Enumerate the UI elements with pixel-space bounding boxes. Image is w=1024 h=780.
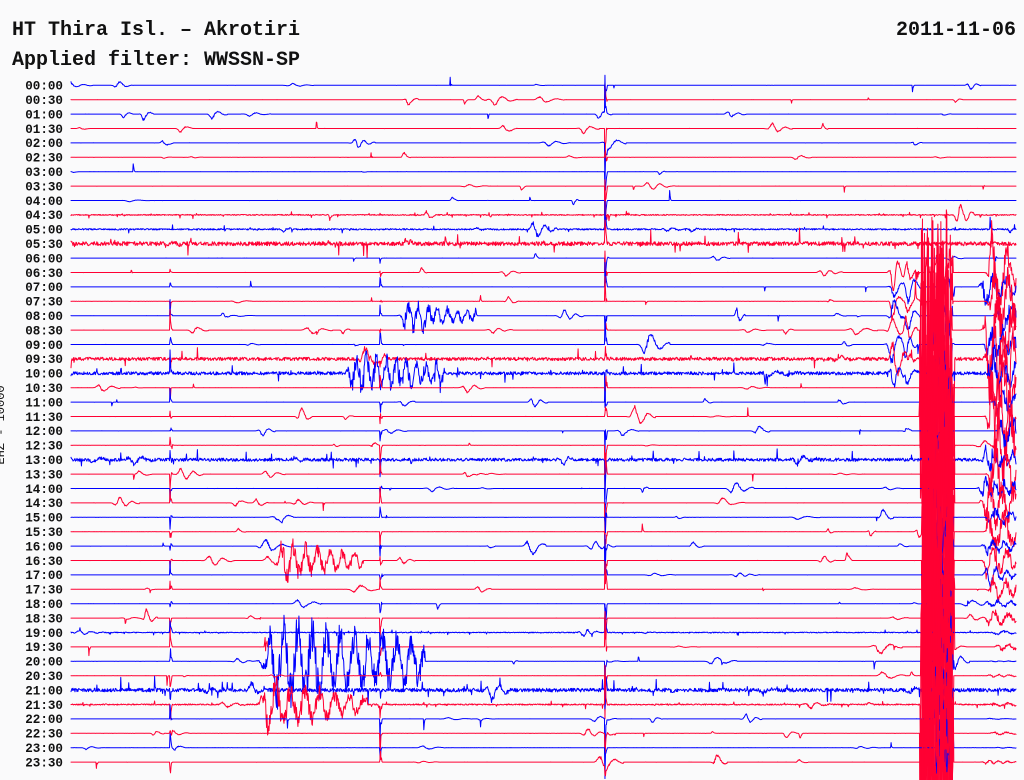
svg-text:23:30: 23:30 <box>25 756 63 770</box>
svg-text:04:30: 04:30 <box>25 209 63 223</box>
svg-text:05:00: 05:00 <box>25 224 63 238</box>
svg-text:19:30: 19:30 <box>25 641 63 655</box>
svg-text:23:00: 23:00 <box>25 742 63 756</box>
svg-text:02:00: 02:00 <box>25 137 63 151</box>
svg-text:06:30: 06:30 <box>25 267 63 281</box>
svg-text:20:30: 20:30 <box>25 670 63 684</box>
svg-text:13:00: 13:00 <box>25 454 63 468</box>
svg-text:22:00: 22:00 <box>25 713 63 727</box>
svg-text:07:00: 07:00 <box>25 281 63 295</box>
svg-text:00:00: 00:00 <box>25 80 63 94</box>
svg-text:15:30: 15:30 <box>25 526 63 540</box>
svg-text:06:00: 06:00 <box>25 252 63 266</box>
svg-text:11:00: 11:00 <box>25 396 63 410</box>
svg-text:20:00: 20:00 <box>25 656 63 670</box>
svg-text:08:00: 08:00 <box>25 310 63 324</box>
svg-text:16:00: 16:00 <box>25 540 63 554</box>
svg-text:08:30: 08:30 <box>25 324 63 338</box>
svg-text:14:00: 14:00 <box>25 483 63 497</box>
svg-text:18:00: 18:00 <box>25 598 63 612</box>
svg-text:03:30: 03:30 <box>25 180 63 194</box>
svg-text:18:30: 18:30 <box>25 612 63 626</box>
svg-text:01:30: 01:30 <box>25 123 63 137</box>
svg-text:14:30: 14:30 <box>25 497 63 511</box>
svg-text:12:30: 12:30 <box>25 440 63 454</box>
svg-text:04:00: 04:00 <box>25 195 63 209</box>
svg-text:07:30: 07:30 <box>25 296 63 310</box>
svg-text:11:30: 11:30 <box>25 411 63 425</box>
svg-text:09:00: 09:00 <box>25 339 63 353</box>
svg-text:03:00: 03:00 <box>25 166 63 180</box>
svg-text:09:30: 09:30 <box>25 353 63 367</box>
svg-text:19:00: 19:00 <box>25 627 63 641</box>
svg-text:10:00: 10:00 <box>25 368 63 382</box>
svg-text:22:30: 22:30 <box>25 728 63 742</box>
svg-text:01:00: 01:00 <box>25 108 63 122</box>
svg-text:17:00: 17:00 <box>25 569 63 583</box>
svg-text:15:00: 15:00 <box>25 512 63 526</box>
svg-text:12:00: 12:00 <box>25 425 63 439</box>
svg-text:17:30: 17:30 <box>25 584 63 598</box>
svg-text:21:00: 21:00 <box>25 684 63 698</box>
svg-text:10:30: 10:30 <box>25 382 63 396</box>
svg-text:13:30: 13:30 <box>25 468 63 482</box>
svg-text:21:30: 21:30 <box>25 699 63 713</box>
svg-text:05:30: 05:30 <box>25 238 63 252</box>
svg-text:00:30: 00:30 <box>25 94 63 108</box>
svg-text:16:30: 16:30 <box>25 555 63 569</box>
svg-text:02:30: 02:30 <box>25 152 63 166</box>
